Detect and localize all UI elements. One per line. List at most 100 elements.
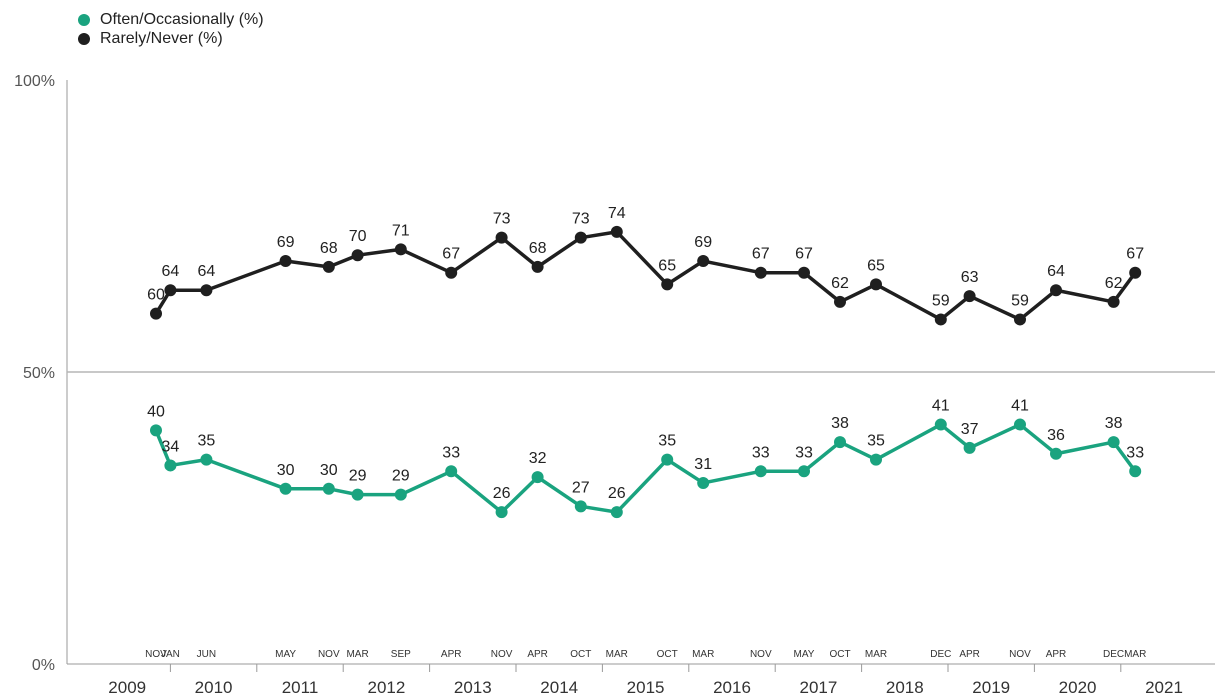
y-tick-label: 100%	[14, 73, 55, 90]
data-point	[531, 471, 544, 484]
data-label: 33	[795, 444, 813, 461]
month-label: MAR	[692, 649, 714, 660]
legend-item-rarely: Rarely/Never (%)	[78, 29, 264, 48]
data-point	[1129, 266, 1142, 279]
data-label: 62	[1105, 275, 1123, 292]
month-label: APR	[959, 649, 980, 660]
year-label: 2015	[627, 678, 665, 695]
data-label: 67	[442, 246, 460, 263]
data-label: 41	[1011, 398, 1029, 415]
data-label: 67	[1126, 246, 1144, 263]
data-point	[610, 506, 623, 519]
data-point	[834, 436, 846, 449]
month-label: MAR	[346, 649, 368, 660]
year-label: 2014	[540, 678, 578, 695]
data-point	[870, 278, 882, 291]
data-label: 30	[277, 462, 295, 479]
data-point	[322, 260, 335, 273]
data-point	[150, 424, 162, 437]
data-label: 69	[277, 234, 295, 251]
data-label: 62	[831, 275, 849, 292]
month-label: MAY	[794, 649, 815, 660]
data-label: 59	[932, 292, 950, 309]
data-label: 70	[349, 228, 367, 245]
data-point	[798, 266, 810, 279]
data-label: 35	[658, 433, 676, 450]
data-point	[1050, 447, 1062, 460]
data-point	[1107, 436, 1120, 449]
data-label: 65	[658, 257, 676, 274]
data-label: 33	[1126, 444, 1144, 461]
data-point	[697, 476, 710, 489]
legend-item-often: Often/Occasionally (%)	[78, 10, 264, 29]
data-point	[394, 488, 407, 501]
data-point	[1050, 284, 1062, 297]
data-label: 64	[198, 263, 216, 280]
data-label: 26	[608, 485, 626, 502]
data-label: 64	[162, 263, 180, 280]
month-label: MAR	[865, 649, 887, 660]
legend-dot-rarely-icon	[78, 32, 90, 45]
data-label: 38	[831, 415, 849, 432]
year-label: 2011	[282, 678, 319, 695]
month-label: MAR	[606, 649, 628, 660]
month-label: APR	[441, 649, 462, 660]
data-point	[574, 500, 587, 513]
data-label: 73	[493, 211, 511, 228]
data-point	[1129, 465, 1142, 478]
month-label: MAY	[275, 649, 296, 660]
month-label: JUN	[197, 649, 216, 660]
month-label: DEC	[1103, 649, 1124, 660]
data-label: 40	[147, 403, 165, 420]
data-label: 68	[320, 240, 338, 257]
year-label: 2018	[886, 678, 924, 695]
data-point	[798, 465, 810, 478]
data-label: 73	[572, 211, 590, 228]
data-label: 29	[349, 468, 367, 485]
data-label: 33	[442, 444, 460, 461]
data-point	[1014, 313, 1026, 326]
data-label: 27	[572, 479, 590, 496]
data-point	[1014, 418, 1026, 431]
data-point	[610, 225, 623, 238]
data-label: 31	[694, 456, 712, 473]
data-label: 38	[1105, 415, 1123, 432]
month-label: OCT	[829, 649, 850, 660]
month-label: NOV	[318, 649, 340, 660]
data-point	[963, 290, 976, 303]
data-label: 71	[392, 222, 410, 239]
data-label: 63	[961, 269, 979, 286]
data-point	[394, 243, 407, 256]
year-label: 2017	[799, 678, 837, 695]
y-tick-label: 50%	[23, 365, 55, 382]
data-label: 30	[320, 462, 338, 479]
data-label: 65	[867, 257, 885, 274]
y-axis-labels: 0% 50% 100%	[14, 73, 55, 674]
data-label: 67	[752, 246, 770, 263]
data-label: 69	[694, 234, 712, 251]
month-label: OCT	[657, 649, 678, 660]
data-point	[963, 441, 976, 454]
data-label: 36	[1047, 427, 1065, 444]
data-point	[200, 284, 213, 297]
axes	[66, 80, 1215, 672]
data-label: 26	[493, 485, 511, 502]
data-point	[495, 231, 508, 244]
year-label: 2009	[108, 678, 146, 695]
data-point	[495, 506, 508, 519]
month-label: DEC	[930, 649, 951, 660]
data-point	[150, 307, 162, 320]
month-label: APR	[1046, 649, 1067, 660]
data-label: 32	[529, 450, 547, 467]
data-point	[661, 278, 674, 291]
legend-label-often: Often/Occasionally (%)	[100, 11, 264, 28]
data-point	[164, 284, 177, 297]
data-label: 74	[608, 205, 626, 222]
series-line	[154, 422, 1137, 514]
data-label: 64	[1047, 263, 1065, 280]
year-label: 2012	[367, 678, 405, 695]
data-label: 60	[147, 287, 165, 304]
